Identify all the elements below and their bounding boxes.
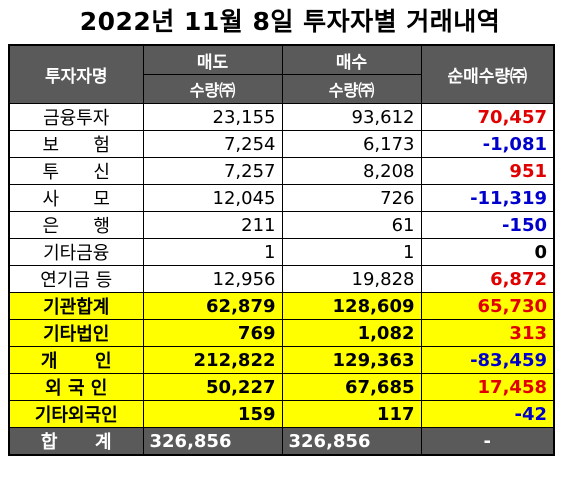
- sell-qty: 12,045: [142, 184, 283, 212]
- sell-qty: 12,956: [142, 265, 283, 293]
- table-row: 연기금 등 12,956 19,828 6,872: [8, 265, 555, 293]
- investor-name: 개 인: [8, 346, 144, 374]
- investor-name: 은 행: [8, 211, 144, 239]
- investor-name: 사 모: [8, 184, 144, 212]
- investor-name: 기타금융: [8, 238, 144, 266]
- header-sell: 매도: [142, 44, 283, 75]
- investor-name: 보 험: [8, 130, 144, 158]
- net-qty: -42: [420, 400, 555, 428]
- total-label: 합 계: [8, 427, 144, 456]
- sell-qty: 211: [142, 211, 283, 239]
- net-qty: 65,730: [420, 292, 555, 320]
- investor-trading-table: 투자자명 매도 매수 순매수량㈜ 수량㈜ 수량㈜ 금융투자 23,155 93,61…: [8, 44, 555, 456]
- buy-qty: 128,609: [281, 292, 422, 320]
- sell-qty: 1: [142, 238, 283, 266]
- sell-qty: 62,879: [142, 292, 283, 320]
- sell-qty: 7,257: [142, 157, 283, 185]
- buy-qty: 117: [281, 400, 422, 428]
- sell-qty: 7,254: [142, 130, 283, 158]
- header-investor: 투자자명: [8, 44, 144, 104]
- investor-name: 연기금 등: [8, 265, 144, 293]
- table-row: 기관합계 62,879 128,609 65,730: [8, 292, 555, 320]
- sell-qty: 23,155: [142, 103, 283, 131]
- investor-name: 기타외국인: [8, 400, 144, 428]
- investor-name: 금융투자: [8, 103, 144, 131]
- buy-qty: 61: [281, 211, 422, 239]
- table-row: 보 험 7,254 6,173 -1,081: [8, 130, 555, 158]
- buy-qty: 67,685: [281, 373, 422, 401]
- net-qty: -1,081: [420, 130, 555, 158]
- buy-qty: 6,173: [281, 130, 422, 158]
- table-row: 기타외국인 159 117 -42: [8, 400, 555, 428]
- header-net: 순매수량㈜: [420, 44, 555, 104]
- table-row: 사 모 12,045 726 -11,319: [8, 184, 555, 212]
- investor-name: 외 국 인: [8, 373, 144, 401]
- net-qty: 951: [420, 157, 555, 185]
- net-qty: -83,459: [420, 346, 555, 374]
- total-net: -: [420, 427, 555, 456]
- header-buy-qty: 수량㈜: [281, 74, 422, 104]
- buy-qty: 19,828: [281, 265, 422, 293]
- net-qty: 6,872: [420, 265, 555, 293]
- investor-name: 기관합계: [8, 292, 144, 320]
- net-qty: 0: [420, 238, 555, 266]
- buy-qty: 726: [281, 184, 422, 212]
- buy-qty: 8,208: [281, 157, 422, 185]
- total-buy: 326,856: [281, 427, 422, 456]
- net-qty: -11,319: [420, 184, 555, 212]
- investor-name: 투 신: [8, 157, 144, 185]
- table-row: 금융투자 23,155 93,612 70,457: [8, 103, 555, 131]
- sell-qty: 159: [142, 400, 283, 428]
- net-qty: 313: [420, 319, 555, 347]
- buy-qty: 1,082: [281, 319, 422, 347]
- net-qty: -150: [420, 211, 555, 239]
- header-buy: 매수: [281, 44, 422, 75]
- sell-qty: 50,227: [142, 373, 283, 401]
- buy-qty: 93,612: [281, 103, 422, 131]
- table-row: 기타금융 1 1 0: [8, 238, 555, 266]
- sell-qty: 212,822: [142, 346, 283, 374]
- page-title: 2022년 11월 8일 투자자별 거래내역: [79, 7, 501, 36]
- investor-name: 기타법인: [8, 319, 144, 347]
- net-qty: 70,457: [420, 103, 555, 131]
- table-row: 투 신 7,257 8,208 951: [8, 157, 555, 185]
- buy-qty: 129,363: [281, 346, 422, 374]
- table-row: 기타법인 769 1,082 313: [8, 319, 555, 347]
- buy-qty: 1: [281, 238, 422, 266]
- total-sell: 326,856: [142, 427, 283, 456]
- total-row: 합 계 326,856 326,856 -: [8, 427, 555, 456]
- table-row: 은 행 211 61 -150: [8, 211, 555, 239]
- header-sell-qty: 수량㈜: [142, 74, 283, 104]
- net-qty: 17,458: [420, 373, 555, 401]
- table-row: 외 국 인 50,227 67,685 17,458: [8, 373, 555, 401]
- sell-qty: 769: [142, 319, 283, 347]
- table-row: 개 인 212,822 129,363 -83,459: [8, 346, 555, 374]
